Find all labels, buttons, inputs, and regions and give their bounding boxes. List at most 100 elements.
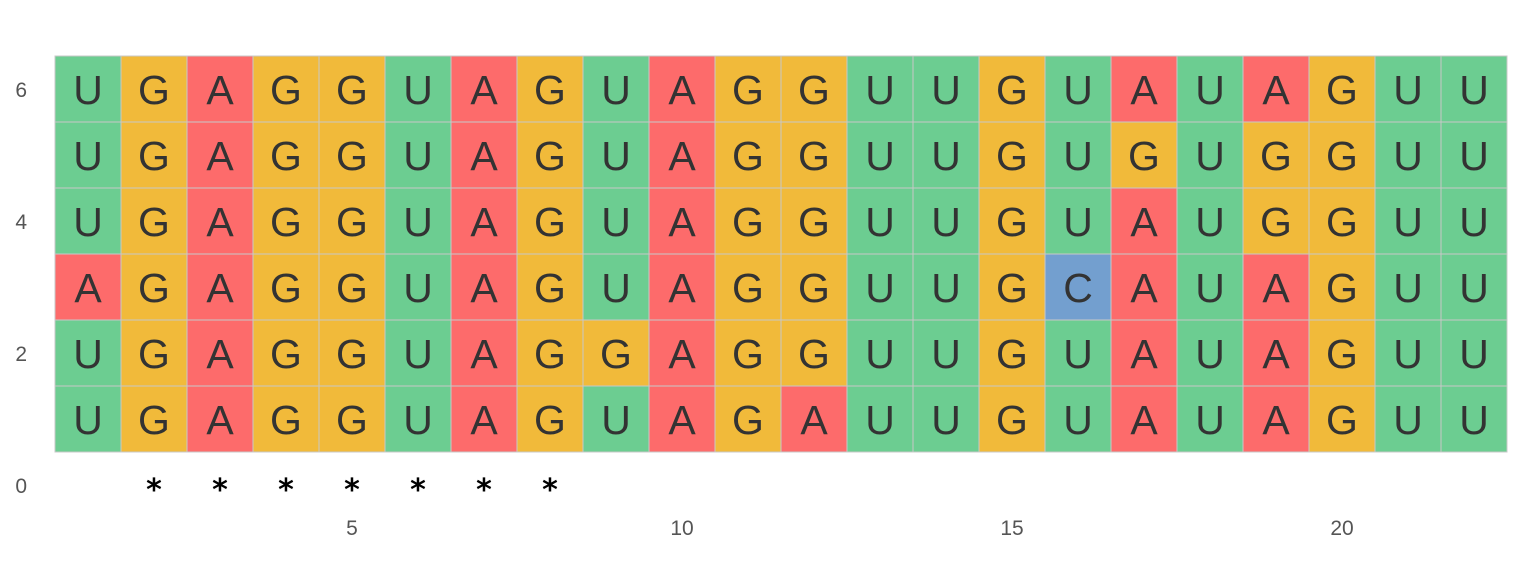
cell-base-label: U <box>1063 133 1093 179</box>
cell-base-label: G <box>996 133 1028 179</box>
cell-base-label: A <box>206 133 234 179</box>
cell-base-label: G <box>534 331 566 377</box>
cell-base-label: G <box>336 199 368 245</box>
cell-rect <box>582 121 650 189</box>
cell-rect <box>1440 187 1508 255</box>
cell-base-label: U <box>403 199 433 245</box>
cell-base-label: U <box>1063 397 1093 443</box>
cell-base-label: G <box>732 397 764 443</box>
cell-rect <box>120 253 188 321</box>
cell-base-label: G <box>1326 397 1358 443</box>
cell-rect <box>912 55 980 123</box>
cell-base-label: U <box>865 397 895 443</box>
cell-base-label: U <box>601 199 631 245</box>
cell-base-label: G <box>138 265 170 311</box>
cell-rect <box>648 55 716 123</box>
cell-base-label: U <box>1195 397 1225 443</box>
cell-rect <box>1110 385 1178 453</box>
cell-base-label: U <box>1063 199 1093 245</box>
cell-base-label: G <box>1326 199 1358 245</box>
cell-rect <box>648 187 716 255</box>
cell-base-label: A <box>668 67 696 113</box>
cell-base-label: U <box>931 67 961 113</box>
cell-rect <box>54 385 122 453</box>
y-tick-label: 0 <box>15 475 27 498</box>
cell-base-label: A <box>800 397 828 443</box>
cell-base-label: G <box>996 331 1028 377</box>
cell-base-label: G <box>1326 67 1358 113</box>
cell-rect <box>1440 253 1508 321</box>
cell-base-label: U <box>1393 199 1423 245</box>
cell-base-label: A <box>1130 67 1158 113</box>
cell-base-label: U <box>1393 67 1423 113</box>
cell-base-label: A <box>470 199 498 245</box>
cell-base-label: U <box>601 265 631 311</box>
cell-rect <box>1374 121 1442 189</box>
cell-base-label: G <box>798 331 830 377</box>
cell-base-label: A <box>206 331 234 377</box>
cell-base-label: G <box>732 331 764 377</box>
x-tick-label: 20 <box>1330 517 1353 540</box>
cell-rect <box>450 187 518 255</box>
cell-rect <box>582 319 650 387</box>
cell-base-label: G <box>996 397 1028 443</box>
cells-layer: U G A G G U A G U A G G U U G U A U A G U UU G A G G U A G U A G G U U G U G U… <box>54 55 1508 453</box>
cell-base-label: G <box>798 133 830 179</box>
cell-base-label: U <box>1393 265 1423 311</box>
cell-base-label: U <box>865 133 895 179</box>
x-tick-label: 15 <box>1000 517 1023 540</box>
cell-rect <box>1242 55 1310 123</box>
cell-base-label: A <box>668 331 696 377</box>
cell-rect <box>1176 385 1244 453</box>
cell-base-label: G <box>996 265 1028 311</box>
cell-base-label: U <box>865 331 895 377</box>
cell-base-label: G <box>336 133 368 179</box>
cell-rect <box>1308 385 1376 453</box>
cell-rect <box>780 187 848 255</box>
cell-base-label: U <box>601 397 631 443</box>
cell-rect <box>120 187 188 255</box>
cell-base-label: U <box>1459 199 1489 245</box>
cell-base-label: U <box>601 133 631 179</box>
cell-base-label: U <box>931 199 961 245</box>
cell-rect <box>1044 55 1112 123</box>
cell-base-label: A <box>206 199 234 245</box>
cell-base-label: G <box>1260 199 1292 245</box>
cell-rect <box>186 319 254 387</box>
cell-base-label: G <box>138 67 170 113</box>
cell-rect <box>846 253 914 321</box>
cell-rect <box>516 385 584 453</box>
cell-base-label: A <box>470 67 498 113</box>
cell-base-label: A <box>206 265 234 311</box>
cell-rect <box>252 55 320 123</box>
cell-base-label: G <box>798 67 830 113</box>
cell-rect <box>252 253 320 321</box>
cell-rect <box>384 253 452 321</box>
cell-rect <box>1374 253 1442 321</box>
cell-base-label: U <box>931 133 961 179</box>
cell-base-label: A <box>668 265 696 311</box>
cell-base-label: G <box>1326 265 1358 311</box>
cell-rect <box>648 253 716 321</box>
cell-rect <box>384 319 452 387</box>
cell-base-label: G <box>336 331 368 377</box>
y-tick-label: 6 <box>15 79 27 102</box>
cell-base-label: U <box>931 331 961 377</box>
cell-base-label: G <box>1260 133 1292 179</box>
cell-base-label: A <box>668 397 696 443</box>
cell-rect <box>54 55 122 123</box>
cell-base-label: G <box>732 133 764 179</box>
cell-base-label: G <box>270 331 302 377</box>
cell-base-label: A <box>1130 397 1158 443</box>
cell-base-label: C <box>1063 265 1093 311</box>
cell-rect <box>516 55 584 123</box>
cell-rect <box>1110 121 1178 189</box>
cell-base-label: G <box>798 265 830 311</box>
cell-base-label: G <box>270 265 302 311</box>
cell-base-label: U <box>73 67 103 113</box>
cell-rect <box>252 187 320 255</box>
y-tick-label: 2 <box>15 343 27 366</box>
x-tick-label: 10 <box>670 517 693 540</box>
cell-base-label: G <box>138 133 170 179</box>
cell-base-label: G <box>996 67 1028 113</box>
